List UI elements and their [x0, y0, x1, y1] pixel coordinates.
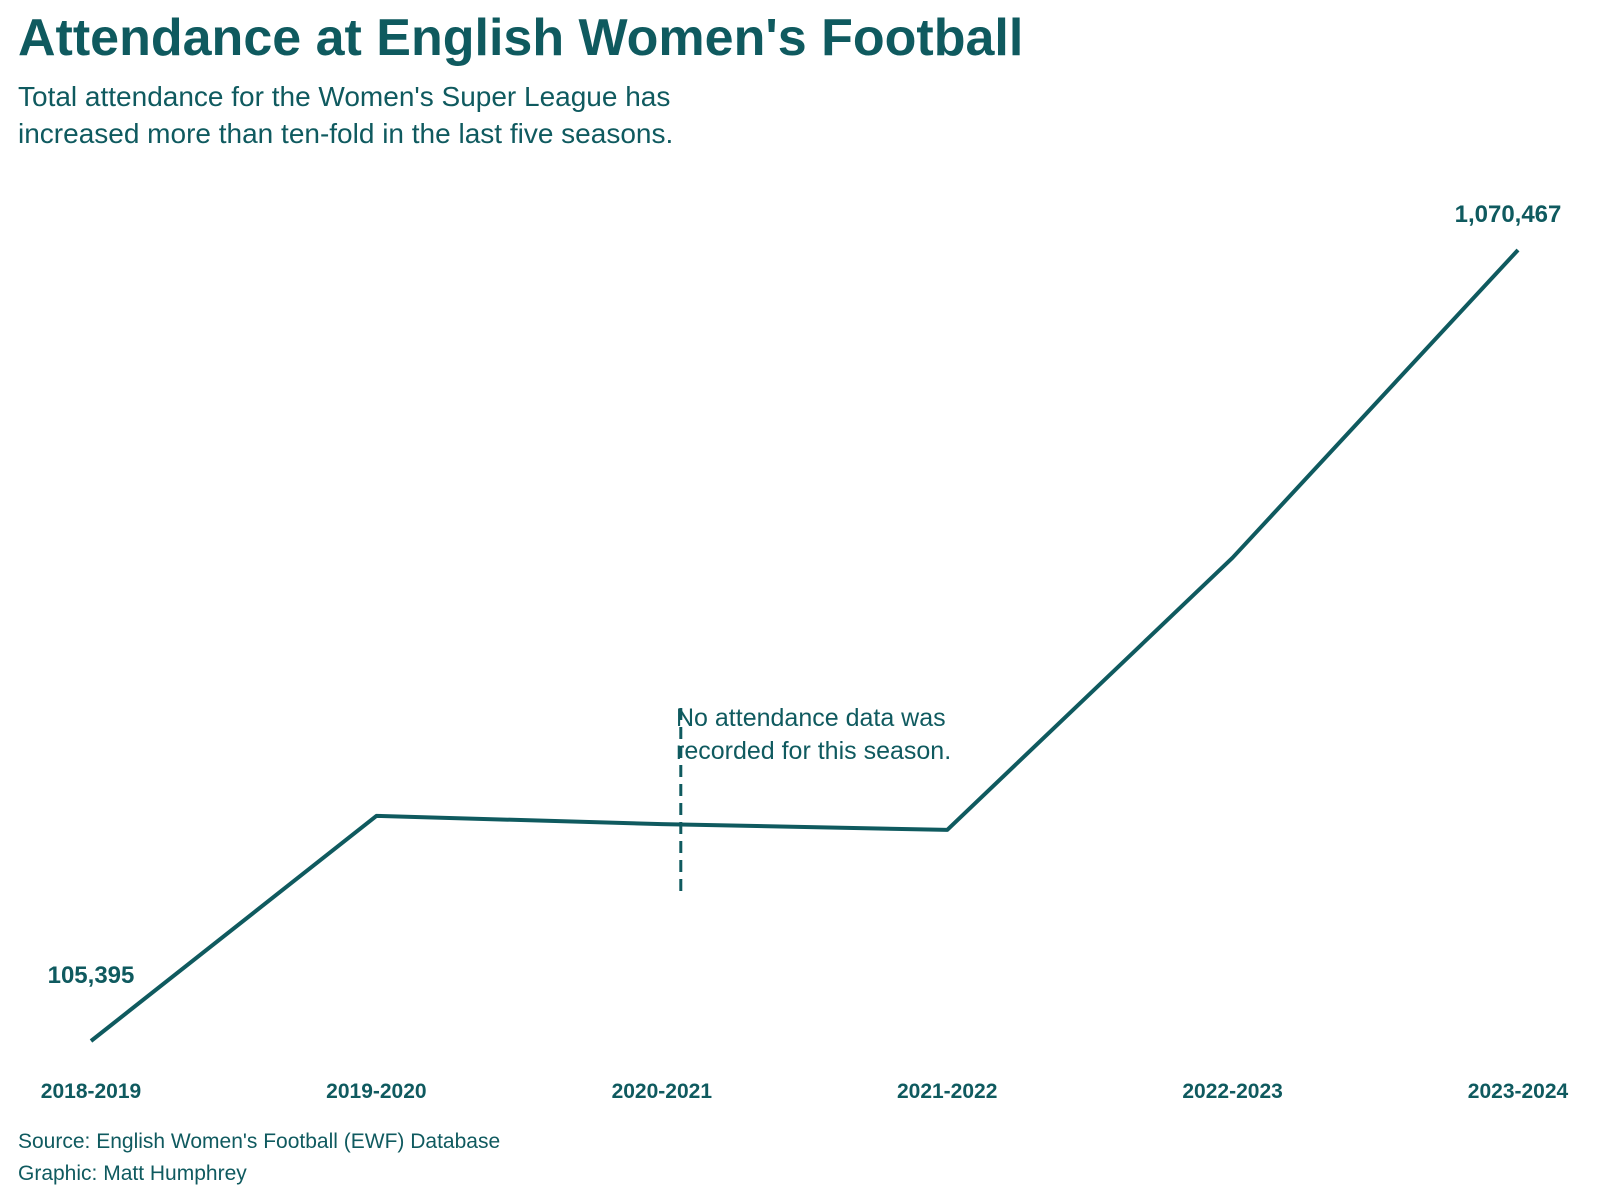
chart-title: Attendance at English Women's Football — [18, 9, 1023, 67]
source-note: Source: English Women's Football (EWF) D… — [18, 1130, 500, 1153]
x-tick-label-2018-2019: 2018-2019 — [41, 1080, 141, 1103]
chart-subtitle-line-2: increased more than ten-fold in the last… — [18, 118, 673, 149]
x-tick-label-2020-2021: 2020-2021 — [612, 1080, 713, 1103]
graphic-credit: Graphic: Matt Humphrey — [18, 1162, 247, 1185]
annotation-line-2: recorded for this season. — [676, 737, 951, 765]
x-tick-label-2019-2020: 2019-2020 — [326, 1080, 426, 1103]
x-tick-label-2022-2023: 2022-2023 — [1182, 1080, 1282, 1103]
value-label-last: 1,070,467 — [1455, 201, 1562, 228]
x-tick-label-2021-2022: 2021-2022 — [897, 1080, 997, 1103]
chart-subtitle-line-1: Total attendance for the Women's Super L… — [18, 81, 670, 112]
x-tick-label-2023-2024: 2023-2024 — [1468, 1080, 1569, 1103]
series-line — [89, 248, 1520, 1043]
plot-area: 2018-2019 2019-2020 2020-2021 2021-2022 2022… — [41, 201, 1569, 1103]
value-label-first: 105,395 — [48, 962, 135, 989]
annotation-line-1: No attendance data was — [676, 704, 946, 732]
